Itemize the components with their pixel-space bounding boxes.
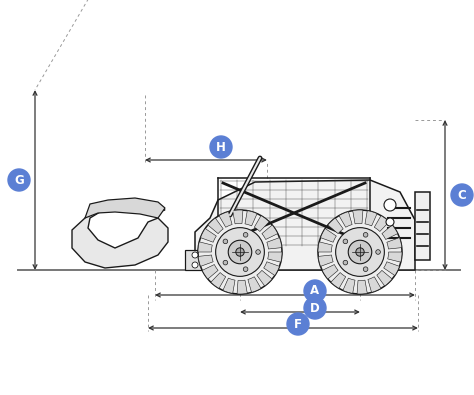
Circle shape [216,228,264,276]
Polygon shape [382,225,398,239]
Circle shape [210,136,232,158]
Circle shape [363,233,368,237]
Circle shape [192,262,198,268]
Circle shape [228,240,252,264]
Text: C: C [457,188,466,201]
Polygon shape [365,211,377,226]
Polygon shape [198,255,213,266]
Polygon shape [318,242,332,252]
Polygon shape [264,262,280,275]
Polygon shape [353,210,363,224]
Circle shape [236,248,244,256]
Text: A: A [310,284,319,297]
Circle shape [451,184,473,206]
Polygon shape [322,265,338,279]
Polygon shape [72,200,168,268]
Polygon shape [374,216,389,231]
Polygon shape [318,255,333,266]
Circle shape [287,313,309,335]
Circle shape [243,267,248,271]
Polygon shape [339,212,352,227]
Polygon shape [201,229,216,242]
Polygon shape [331,273,346,288]
Polygon shape [237,280,247,294]
Circle shape [304,297,326,319]
Polygon shape [254,216,269,231]
Circle shape [223,239,228,244]
Circle shape [363,267,368,271]
Polygon shape [268,252,282,262]
Polygon shape [233,210,243,224]
Polygon shape [219,212,232,227]
Polygon shape [202,265,218,279]
Polygon shape [368,277,381,292]
Polygon shape [85,198,165,218]
Polygon shape [320,229,337,242]
Circle shape [318,210,402,294]
Polygon shape [211,273,226,288]
Text: D: D [310,301,320,314]
Circle shape [386,218,394,226]
Circle shape [336,228,384,276]
Polygon shape [343,278,355,293]
Polygon shape [387,238,402,249]
Polygon shape [388,252,402,262]
Polygon shape [245,211,257,226]
Polygon shape [377,270,392,286]
Circle shape [192,252,198,258]
Polygon shape [198,242,212,252]
Circle shape [198,210,282,294]
Polygon shape [248,277,261,292]
Polygon shape [357,280,367,294]
Circle shape [223,260,228,265]
Circle shape [243,233,248,237]
Polygon shape [328,218,343,233]
Polygon shape [185,250,205,270]
Polygon shape [195,180,415,270]
Circle shape [356,248,364,256]
Circle shape [348,240,372,264]
Circle shape [384,199,396,211]
Circle shape [256,250,260,254]
Circle shape [343,239,348,244]
Polygon shape [257,270,272,286]
Circle shape [8,169,30,191]
Circle shape [304,280,326,302]
Text: H: H [216,141,226,154]
Polygon shape [415,192,430,260]
Polygon shape [267,238,282,249]
Circle shape [376,250,380,254]
Text: G: G [14,173,24,186]
Polygon shape [208,218,223,233]
Polygon shape [262,225,278,239]
Text: F: F [294,318,302,331]
Polygon shape [383,262,400,275]
Circle shape [343,260,348,265]
Polygon shape [223,278,235,293]
